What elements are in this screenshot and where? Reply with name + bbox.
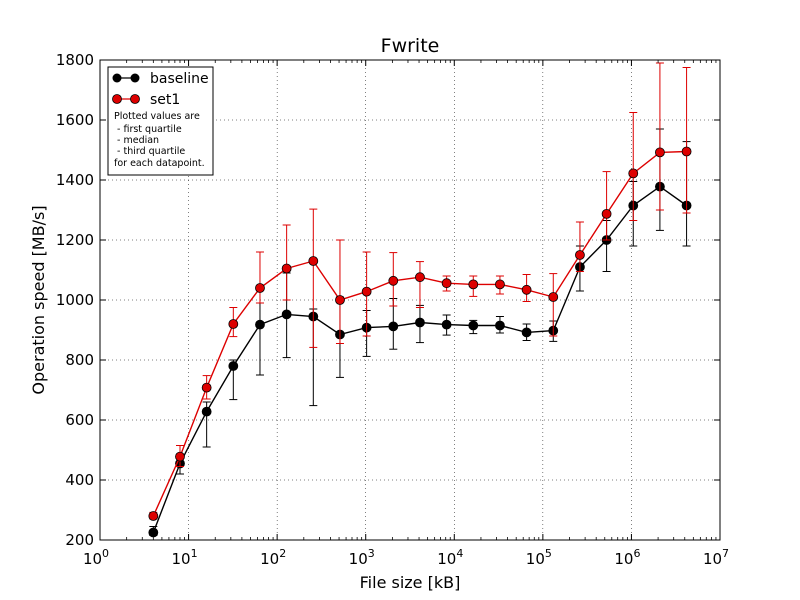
data-point (388, 275, 399, 286)
legend-marker-baseline-end (130, 73, 140, 83)
x-tick-label: 104 (437, 547, 463, 568)
y-axis-label: Operation speed [MB/s] (29, 205, 48, 394)
data-point (575, 250, 585, 260)
data-point (628, 168, 639, 179)
data-point (441, 319, 452, 330)
x-tick-label: 107 (703, 547, 729, 568)
legend-note-line-5: for each datapoint. (114, 158, 205, 169)
x-tick-label: 106 (614, 547, 640, 568)
grid (100, 60, 720, 540)
legend-marker-baseline (112, 73, 122, 83)
chart-title: Fwrite (381, 35, 440, 57)
data-point (201, 406, 212, 417)
legend: baseline set1 Plotted values are - first… (107, 66, 214, 176)
x-tick-label: 103 (349, 547, 375, 568)
data-point (388, 321, 399, 332)
data-point (415, 317, 425, 328)
x-axis-label: File size [kB] (360, 573, 461, 592)
ticks: 100 101 102 103 104 105 106 107 200 400 600 800 1000… (56, 51, 729, 568)
data-point (521, 327, 532, 338)
y-tick-label: 400 (65, 471, 94, 489)
data-point (148, 527, 159, 538)
y-tick-label: 600 (65, 411, 94, 429)
data-point (548, 292, 559, 302)
data-point (601, 208, 612, 219)
series-set1 (148, 62, 692, 521)
x-tick-label: 102 (260, 547, 286, 568)
x-tick-label: 105 (526, 547, 552, 568)
data-point (415, 272, 425, 283)
data-point (521, 284, 532, 295)
x-tick-label: 100 (83, 547, 109, 568)
data-point (281, 309, 292, 320)
data-point (308, 256, 319, 266)
y-tick-label: 1200 (56, 231, 94, 249)
data-point (655, 147, 665, 158)
data-point (228, 361, 239, 371)
legend-label-baseline: baseline (150, 71, 209, 87)
y-tick-label: 1000 (56, 291, 94, 309)
data-point (468, 320, 479, 331)
data-point (255, 283, 265, 293)
data-point (681, 146, 692, 157)
y-tick-label: 1600 (56, 111, 94, 129)
data-point (441, 278, 452, 289)
legend-note-line-1: Plotted values are (114, 111, 200, 122)
data-point (228, 319, 239, 329)
legend-note-line-2: - first quartile (114, 124, 182, 135)
legend-marker-set1 (112, 94, 122, 104)
legend-box (107, 66, 214, 176)
data-point (281, 263, 292, 274)
data-point (495, 279, 505, 290)
data-point (175, 451, 185, 462)
series-layer (148, 62, 692, 538)
data-point (495, 320, 505, 331)
legend-note-line-4: - third quartile (114, 146, 185, 157)
y-tick-label: 1400 (56, 171, 94, 189)
data-point (361, 286, 372, 297)
y-tick-label: 1800 (56, 51, 94, 69)
y-tick-label: 200 (65, 531, 94, 549)
x-tick-label: 101 (172, 547, 198, 568)
data-point (201, 382, 212, 393)
data-point (148, 511, 159, 521)
legend-label-set1: set1 (150, 92, 180, 108)
data-point (468, 279, 479, 290)
data-point (335, 295, 345, 305)
legend-note-line-3: - median (114, 135, 159, 146)
legend-marker-set1-end (130, 94, 140, 104)
y-tick-label: 800 (65, 351, 94, 369)
data-point (255, 319, 265, 330)
